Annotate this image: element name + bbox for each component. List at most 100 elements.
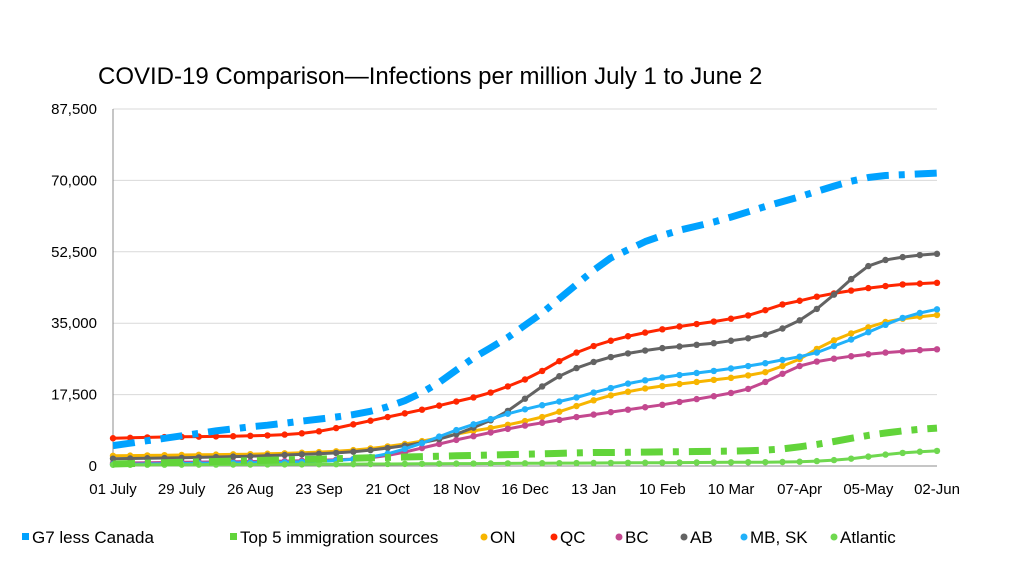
data-point: [504, 410, 512, 417]
legend-dot-icon: [550, 533, 558, 541]
data-point: [779, 362, 786, 370]
legend-item: G7 less Canada: [22, 528, 154, 547]
y-tick-label: 0: [89, 458, 97, 475]
data-point: [573, 459, 580, 467]
data-point: [727, 337, 735, 344]
x-tick-label: 13 Jan: [571, 481, 616, 498]
data-point: [641, 385, 649, 392]
data-point: [470, 460, 477, 467]
series-line: [112, 169, 938, 450]
data-point: [384, 460, 391, 468]
data-point: [521, 422, 529, 429]
legend-item: AB: [680, 528, 713, 547]
data-point: [933, 306, 941, 313]
data-point: [899, 281, 906, 288]
y-tick-label: 87,500: [51, 101, 97, 118]
data-point: [882, 349, 889, 356]
data-point: [813, 305, 821, 313]
data-point: [298, 451, 306, 458]
data-point: [710, 339, 718, 347]
data-point: [126, 455, 134, 462]
legend-label: AB: [690, 528, 713, 547]
data-point: [710, 318, 718, 325]
data-point: [899, 449, 906, 457]
x-tick-label: 10 Feb: [639, 481, 686, 498]
series-line: [112, 307, 938, 466]
data-point: [453, 426, 460, 434]
legend-item: ON: [480, 528, 516, 547]
data-point: [779, 356, 786, 364]
chart-title: COVID-19 Comparison—Infections per milli…: [98, 63, 762, 90]
data-point: [710, 459, 718, 466]
legend: G7 less Canada Top 5 immigration sources O…: [22, 528, 896, 547]
x-tick-label: 23 Sep: [295, 481, 343, 498]
data-point: [916, 448, 924, 455]
data-point: [212, 433, 220, 440]
data-point: [384, 413, 391, 421]
legend-square-icon: [230, 533, 237, 540]
data-point: [693, 341, 700, 349]
data-point: [779, 301, 786, 308]
data-point: [865, 262, 872, 270]
data-point: [556, 373, 563, 380]
data-point: [693, 459, 700, 466]
data-point: [727, 389, 735, 397]
data-point: [933, 311, 941, 319]
data-point: [882, 451, 889, 458]
data-point: [676, 380, 683, 388]
data-point: [813, 358, 821, 365]
legend-label: G7 less Canada: [32, 528, 154, 547]
data-point: [607, 459, 615, 467]
data-point: [693, 369, 700, 377]
data-point: [247, 461, 254, 468]
data-point: [350, 460, 357, 468]
data-point: [830, 355, 838, 362]
data-point: [401, 460, 409, 468]
data-point: [435, 433, 443, 440]
data-point: [865, 351, 872, 358]
data-point: [521, 395, 529, 402]
legend-item: Atlantic: [830, 528, 896, 547]
data-point: [624, 350, 632, 357]
legend-label: MB, SK: [750, 528, 808, 547]
data-point: [693, 395, 700, 403]
data-point: [641, 377, 649, 384]
x-tick-label: 10 Mar: [708, 481, 755, 498]
data-point: [916, 280, 924, 287]
data-point: [435, 460, 443, 467]
data-point: [350, 448, 357, 455]
data-point: [830, 456, 838, 464]
data-point: [676, 371, 683, 379]
data-point: [882, 282, 889, 290]
data-point: [813, 349, 821, 356]
data-point: [847, 455, 855, 462]
data-point: [813, 457, 821, 465]
data-point: [504, 460, 512, 467]
series-ab: [109, 250, 941, 462]
data-point: [727, 459, 735, 466]
data-point: [401, 410, 409, 417]
data-point: [693, 378, 700, 386]
data-point: [641, 347, 649, 354]
data-point: [641, 459, 649, 466]
legend-dot-icon: [680, 533, 688, 541]
data-point: [865, 324, 872, 331]
legend-label: BC: [625, 528, 649, 547]
series-line: [112, 281, 938, 440]
data-point: [624, 406, 632, 413]
data-point: [573, 394, 580, 401]
legend-label: ON: [490, 528, 516, 547]
data-point: [573, 364, 580, 372]
data-point: [933, 279, 941, 287]
data-point: [281, 461, 288, 468]
data-point: [109, 455, 117, 462]
data-point: [796, 297, 803, 304]
data-point: [315, 450, 323, 457]
data-point: [830, 337, 838, 344]
data-point: [487, 389, 494, 396]
data-point: [607, 384, 615, 392]
data-point: [332, 449, 340, 457]
data-point: [659, 459, 666, 466]
data-point: [916, 309, 924, 317]
data-point: [538, 383, 546, 390]
